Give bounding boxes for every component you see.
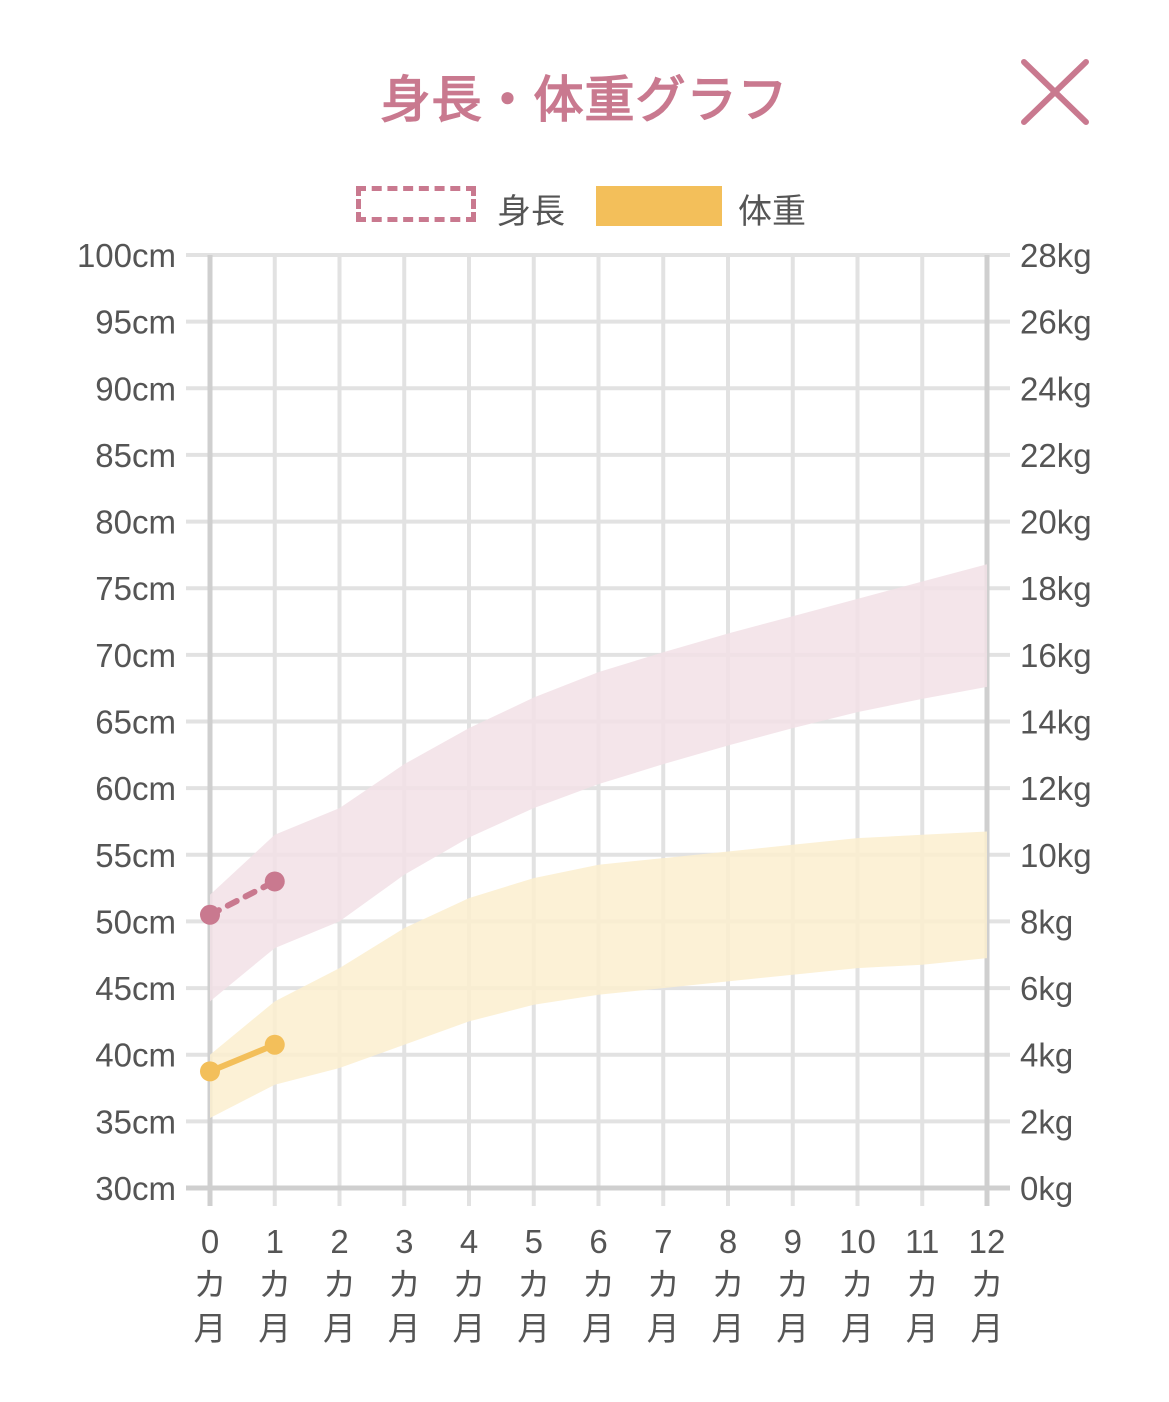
- weight-data-point: [264, 1034, 285, 1055]
- x-tick-label: 11: [905, 1223, 939, 1260]
- x-tick-unit-label: 月: [776, 1310, 809, 1347]
- y-left-tick-label: 70cm: [95, 637, 176, 674]
- legend-swatch-weight: [596, 186, 722, 226]
- x-tick-unit-label: 月: [194, 1310, 227, 1347]
- x-tick-unit-label: カ: [388, 1266, 421, 1303]
- y-right-tick-label: 18kg: [1020, 570, 1092, 607]
- y-left-tick-label: 85cm: [95, 437, 176, 474]
- y-left-tick-label: 30cm: [95, 1170, 176, 1207]
- x-tick-label: 3: [395, 1223, 413, 1260]
- y-left-tick-label: 95cm: [95, 304, 176, 341]
- x-tick-label: 9: [784, 1223, 802, 1260]
- weight-data-point: [200, 1061, 220, 1082]
- x-tick-unit-label: 月: [323, 1310, 356, 1347]
- x-tick-label: 8: [719, 1223, 737, 1260]
- x-tick-unit-label: カ: [647, 1266, 680, 1303]
- x-tick-unit-label: カ: [258, 1266, 291, 1303]
- x-tick-unit-label: 月: [841, 1310, 874, 1347]
- x-tick-unit-label: 月: [388, 1310, 421, 1347]
- y-left-tick-label: 60cm: [95, 770, 176, 807]
- y-right-tick-label: 6kg: [1020, 970, 1073, 1007]
- x-tick-label: 12: [969, 1223, 1006, 1260]
- x-tick-unit-label: カ: [517, 1266, 550, 1303]
- legend-label-weight: 体重: [738, 192, 806, 232]
- x-tick-unit-label: カ: [906, 1266, 939, 1303]
- y-right-tick-label: 16kg: [1020, 637, 1092, 674]
- x-tick-unit-label: カ: [776, 1266, 809, 1303]
- y-right-tick-label: 8kg: [1020, 903, 1073, 940]
- close-icon: [1021, 59, 1089, 125]
- x-tick-unit-label: 月: [258, 1310, 291, 1347]
- x-tick-label: 7: [654, 1223, 672, 1260]
- y-right-tick-label: 24kg: [1020, 370, 1092, 407]
- x-tick-unit-label: 月: [647, 1310, 680, 1347]
- x-tick-unit-label: カ: [323, 1266, 356, 1303]
- legend: 身長 体重: [0, 180, 1169, 234]
- y-right-tick-label: 10kg: [1020, 837, 1092, 874]
- x-tick-unit-label: カ: [712, 1266, 745, 1303]
- y-left-tick-label: 100cm: [77, 237, 176, 274]
- x-tick-unit-label: 月: [582, 1310, 615, 1347]
- y-right-tick-label: 0kg: [1020, 1170, 1073, 1207]
- x-tick-label: 2: [330, 1223, 348, 1260]
- height-standard-band: [210, 564, 987, 1002]
- y-right-tick-label: 28kg: [1020, 237, 1092, 274]
- x-tick-unit-label: カ: [194, 1266, 227, 1303]
- header: 身長・体重グラフ: [0, 0, 1169, 150]
- weight-standard-band: [210, 831, 987, 1119]
- x-tick-unit-label: カ: [841, 1266, 874, 1303]
- x-tick-unit-label: 月: [971, 1310, 1004, 1347]
- x-tick-label: 5: [525, 1223, 543, 1260]
- legend-swatch-height: [356, 186, 476, 222]
- x-tick-label: 4: [460, 1223, 478, 1260]
- x-tick-label: 6: [589, 1223, 607, 1260]
- y-left-tick-label: 45cm: [95, 970, 176, 1007]
- y-left-tick-label: 90cm: [95, 370, 176, 407]
- x-tick-unit-label: 月: [712, 1310, 745, 1347]
- y-left-tick-label: 35cm: [95, 1103, 176, 1140]
- y-left-tick-label: 80cm: [95, 504, 176, 541]
- y-left-tick-label: 55cm: [95, 837, 176, 874]
- x-tick-unit-label: カ: [582, 1266, 615, 1303]
- y-right-tick-label: 26kg: [1020, 304, 1092, 341]
- x-tick-unit-label: 月: [906, 1310, 939, 1347]
- y-left-tick-label: 75cm: [95, 570, 176, 607]
- x-tick-label: 0: [201, 1223, 219, 1260]
- height-data-point: [200, 904, 220, 925]
- x-tick-unit-label: 月: [453, 1310, 486, 1347]
- y-left-tick-label: 40cm: [95, 1037, 176, 1074]
- legend-label-height: 身長: [497, 192, 565, 232]
- x-tick-unit-label: 月: [517, 1310, 550, 1347]
- x-tick-unit-label: カ: [453, 1266, 486, 1303]
- y-right-tick-label: 20kg: [1020, 504, 1092, 541]
- page-title: 身長・体重グラフ: [380, 71, 789, 129]
- x-tick-label: 1: [266, 1223, 284, 1260]
- y-left-tick-label: 65cm: [95, 704, 176, 741]
- y-right-tick-label: 4kg: [1020, 1037, 1073, 1074]
- y-right-tick-label: 2kg: [1020, 1103, 1073, 1140]
- y-right-tick-label: 12kg: [1020, 770, 1092, 807]
- x-tick-label: 10: [839, 1223, 876, 1260]
- height-data-point: [264, 871, 285, 892]
- x-tick-unit-label: カ: [971, 1266, 1004, 1303]
- close-button[interactable]: [1010, 52, 1098, 140]
- y-right-tick-label: 22kg: [1020, 437, 1092, 474]
- height-series-line: [207, 878, 278, 918]
- y-right-tick-label: 14kg: [1020, 704, 1092, 741]
- y-left-tick-label: 50cm: [95, 903, 176, 940]
- weight-series-line: [207, 1041, 278, 1075]
